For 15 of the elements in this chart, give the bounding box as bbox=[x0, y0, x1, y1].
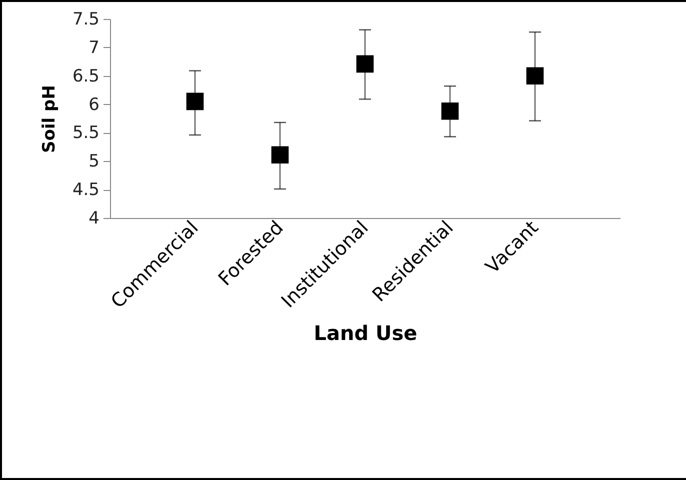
y-tick-label: 5 bbox=[88, 152, 100, 172]
point bbox=[186, 92, 204, 110]
y-tick-label: 6 bbox=[88, 94, 100, 115]
y-tick-label: 5.5 bbox=[72, 123, 100, 144]
y-tick-label: 4.5 bbox=[72, 180, 100, 200]
y-tick-label: 7 bbox=[88, 38, 100, 58]
y-axis-title: Soil pH bbox=[39, 85, 60, 153]
point bbox=[441, 102, 459, 120]
point bbox=[356, 55, 374, 73]
y-tick-label: 4 bbox=[88, 208, 100, 228]
y-tick-label: 6.5 bbox=[72, 66, 100, 86]
point bbox=[271, 146, 289, 164]
y-tick-label: 7.5 bbox=[72, 10, 100, 30]
point bbox=[526, 67, 544, 85]
x-axis-title: Land Use bbox=[314, 320, 418, 345]
